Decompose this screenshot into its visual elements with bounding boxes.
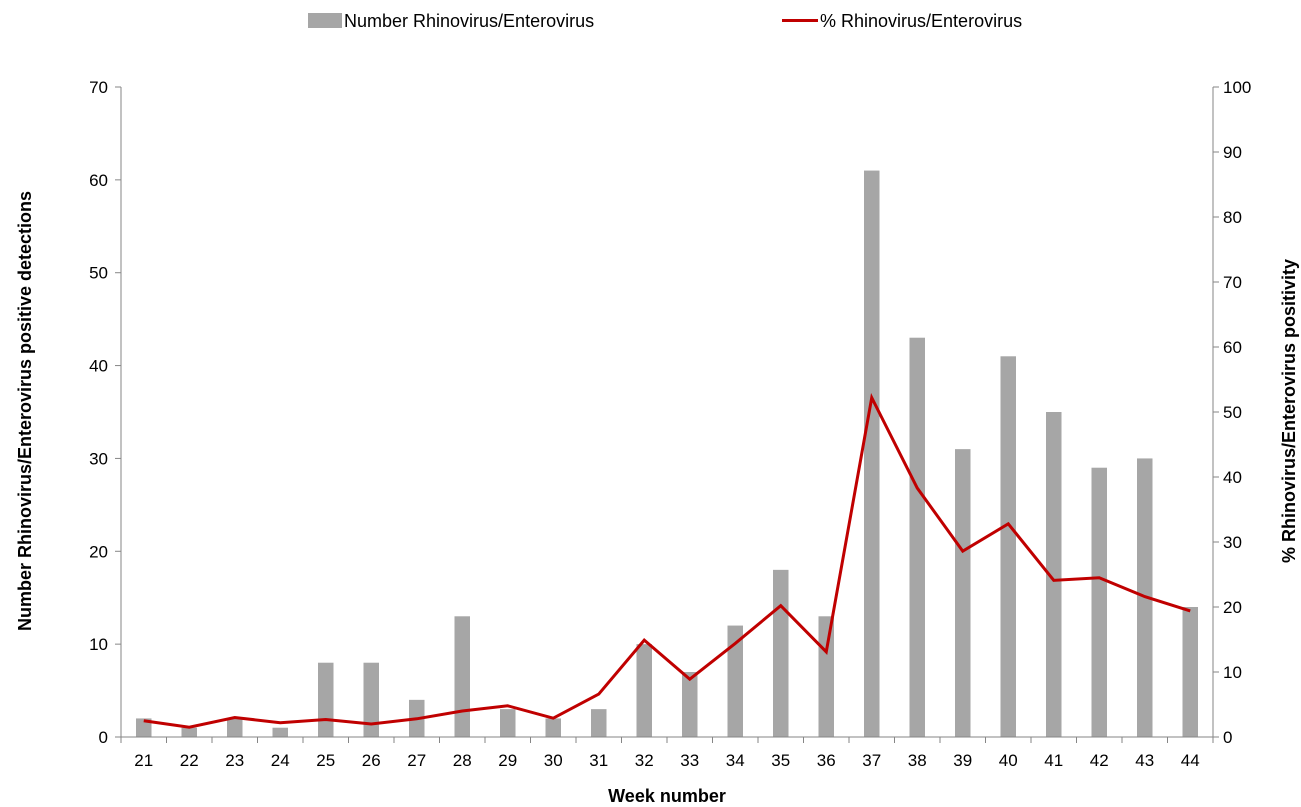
legend-bar-label: Number Rhinovirus/Enterovirus xyxy=(344,11,594,31)
bar xyxy=(727,625,743,737)
bar xyxy=(136,718,152,737)
bar xyxy=(591,709,607,737)
bar xyxy=(363,662,379,737)
bar xyxy=(1091,467,1107,737)
y-right-tick-label: 30 xyxy=(1223,533,1242,552)
y-right-tick-label: 90 xyxy=(1223,143,1242,162)
y-left-tick-label: 70 xyxy=(89,78,108,97)
y-right-tick-label: 40 xyxy=(1223,468,1242,487)
bar xyxy=(909,337,925,737)
x-tick-label: 26 xyxy=(362,751,381,770)
line-path xyxy=(143,393,1191,729)
legend-bar-swatch xyxy=(308,13,342,28)
x-tick-label: 34 xyxy=(726,751,745,770)
y-right-tick-label: 80 xyxy=(1223,208,1242,227)
legend: Number Rhinovirus/Enterovirus % Rhinovir… xyxy=(308,11,1022,31)
bar xyxy=(773,569,789,737)
x-tick-label: 42 xyxy=(1090,751,1109,770)
bar xyxy=(272,727,288,737)
x-tick-label: 43 xyxy=(1135,751,1154,770)
tick-labels: 0 10 20 30 40 50 60 70 0 10 20 30 40 50 60 70 80 90 100 21 2… xyxy=(89,78,1251,770)
y-right-tick-label: 60 xyxy=(1223,338,1242,357)
bar xyxy=(636,644,652,737)
bar xyxy=(682,672,698,737)
y-left-tick-label: 30 xyxy=(89,449,108,468)
legend-line-label: % Rhinovirus/Enterovirus xyxy=(820,11,1022,31)
bar xyxy=(500,709,516,737)
bar xyxy=(864,170,880,737)
bar xyxy=(1000,356,1016,737)
x-tick-label: 29 xyxy=(498,751,517,770)
x-tick-label: 31 xyxy=(589,751,608,770)
x-tick-label: 30 xyxy=(544,751,563,770)
bar xyxy=(181,727,197,737)
y-left-tick-label: 60 xyxy=(89,171,108,190)
bar xyxy=(1046,412,1062,737)
x-tick-label: 22 xyxy=(180,751,199,770)
x-tick-label: 37 xyxy=(862,751,881,770)
y-left-tick-label: 20 xyxy=(89,542,108,561)
y-left-tick-label: 40 xyxy=(89,357,108,376)
axes xyxy=(115,86,1219,743)
y-right-tick-label: 20 xyxy=(1223,598,1242,617)
y-axis-left-title: Number Rhinovirus/Enterovirus positive d… xyxy=(15,191,35,631)
y-right-tick-label: 50 xyxy=(1223,403,1242,422)
bar-series xyxy=(136,170,1198,737)
y-right-tick-label: 70 xyxy=(1223,273,1242,292)
bar xyxy=(227,718,243,737)
x-tick-label: 44 xyxy=(1181,751,1200,770)
x-tick-label: 35 xyxy=(771,751,790,770)
bar xyxy=(1182,607,1198,737)
x-tick-label: 32 xyxy=(635,751,654,770)
bar xyxy=(318,662,334,737)
x-tick-label: 38 xyxy=(908,751,927,770)
y-right-tick-label: 10 xyxy=(1223,663,1242,682)
x-tick-label: 40 xyxy=(999,751,1018,770)
x-tick-label: 36 xyxy=(817,751,836,770)
bar xyxy=(818,616,834,737)
y-right-tick-label: 0 xyxy=(1223,728,1232,747)
x-tick-label: 21 xyxy=(134,751,153,770)
x-tick-label: 25 xyxy=(316,751,335,770)
x-tick-label: 33 xyxy=(680,751,699,770)
x-tick-label: 28 xyxy=(453,751,472,770)
y-left-tick-label: 10 xyxy=(89,635,108,654)
x-tick-label: 41 xyxy=(1044,751,1063,770)
x-tick-label: 24 xyxy=(271,751,290,770)
bar xyxy=(454,616,470,737)
bar xyxy=(545,718,561,737)
x-tick-label: 23 xyxy=(225,751,244,770)
x-axis-title: Week number xyxy=(608,786,726,806)
y-left-tick-label: 50 xyxy=(89,264,108,283)
x-tick-label: 39 xyxy=(953,751,972,770)
y-right-tick-label: 100 xyxy=(1223,78,1251,97)
line-series xyxy=(143,393,1191,729)
bar xyxy=(955,449,971,737)
x-tick-label: 27 xyxy=(407,751,426,770)
y-left-tick-label: 0 xyxy=(99,728,108,747)
y-axis-right-title: % Rhinovirus/Enterovirus positivity xyxy=(1279,259,1299,563)
